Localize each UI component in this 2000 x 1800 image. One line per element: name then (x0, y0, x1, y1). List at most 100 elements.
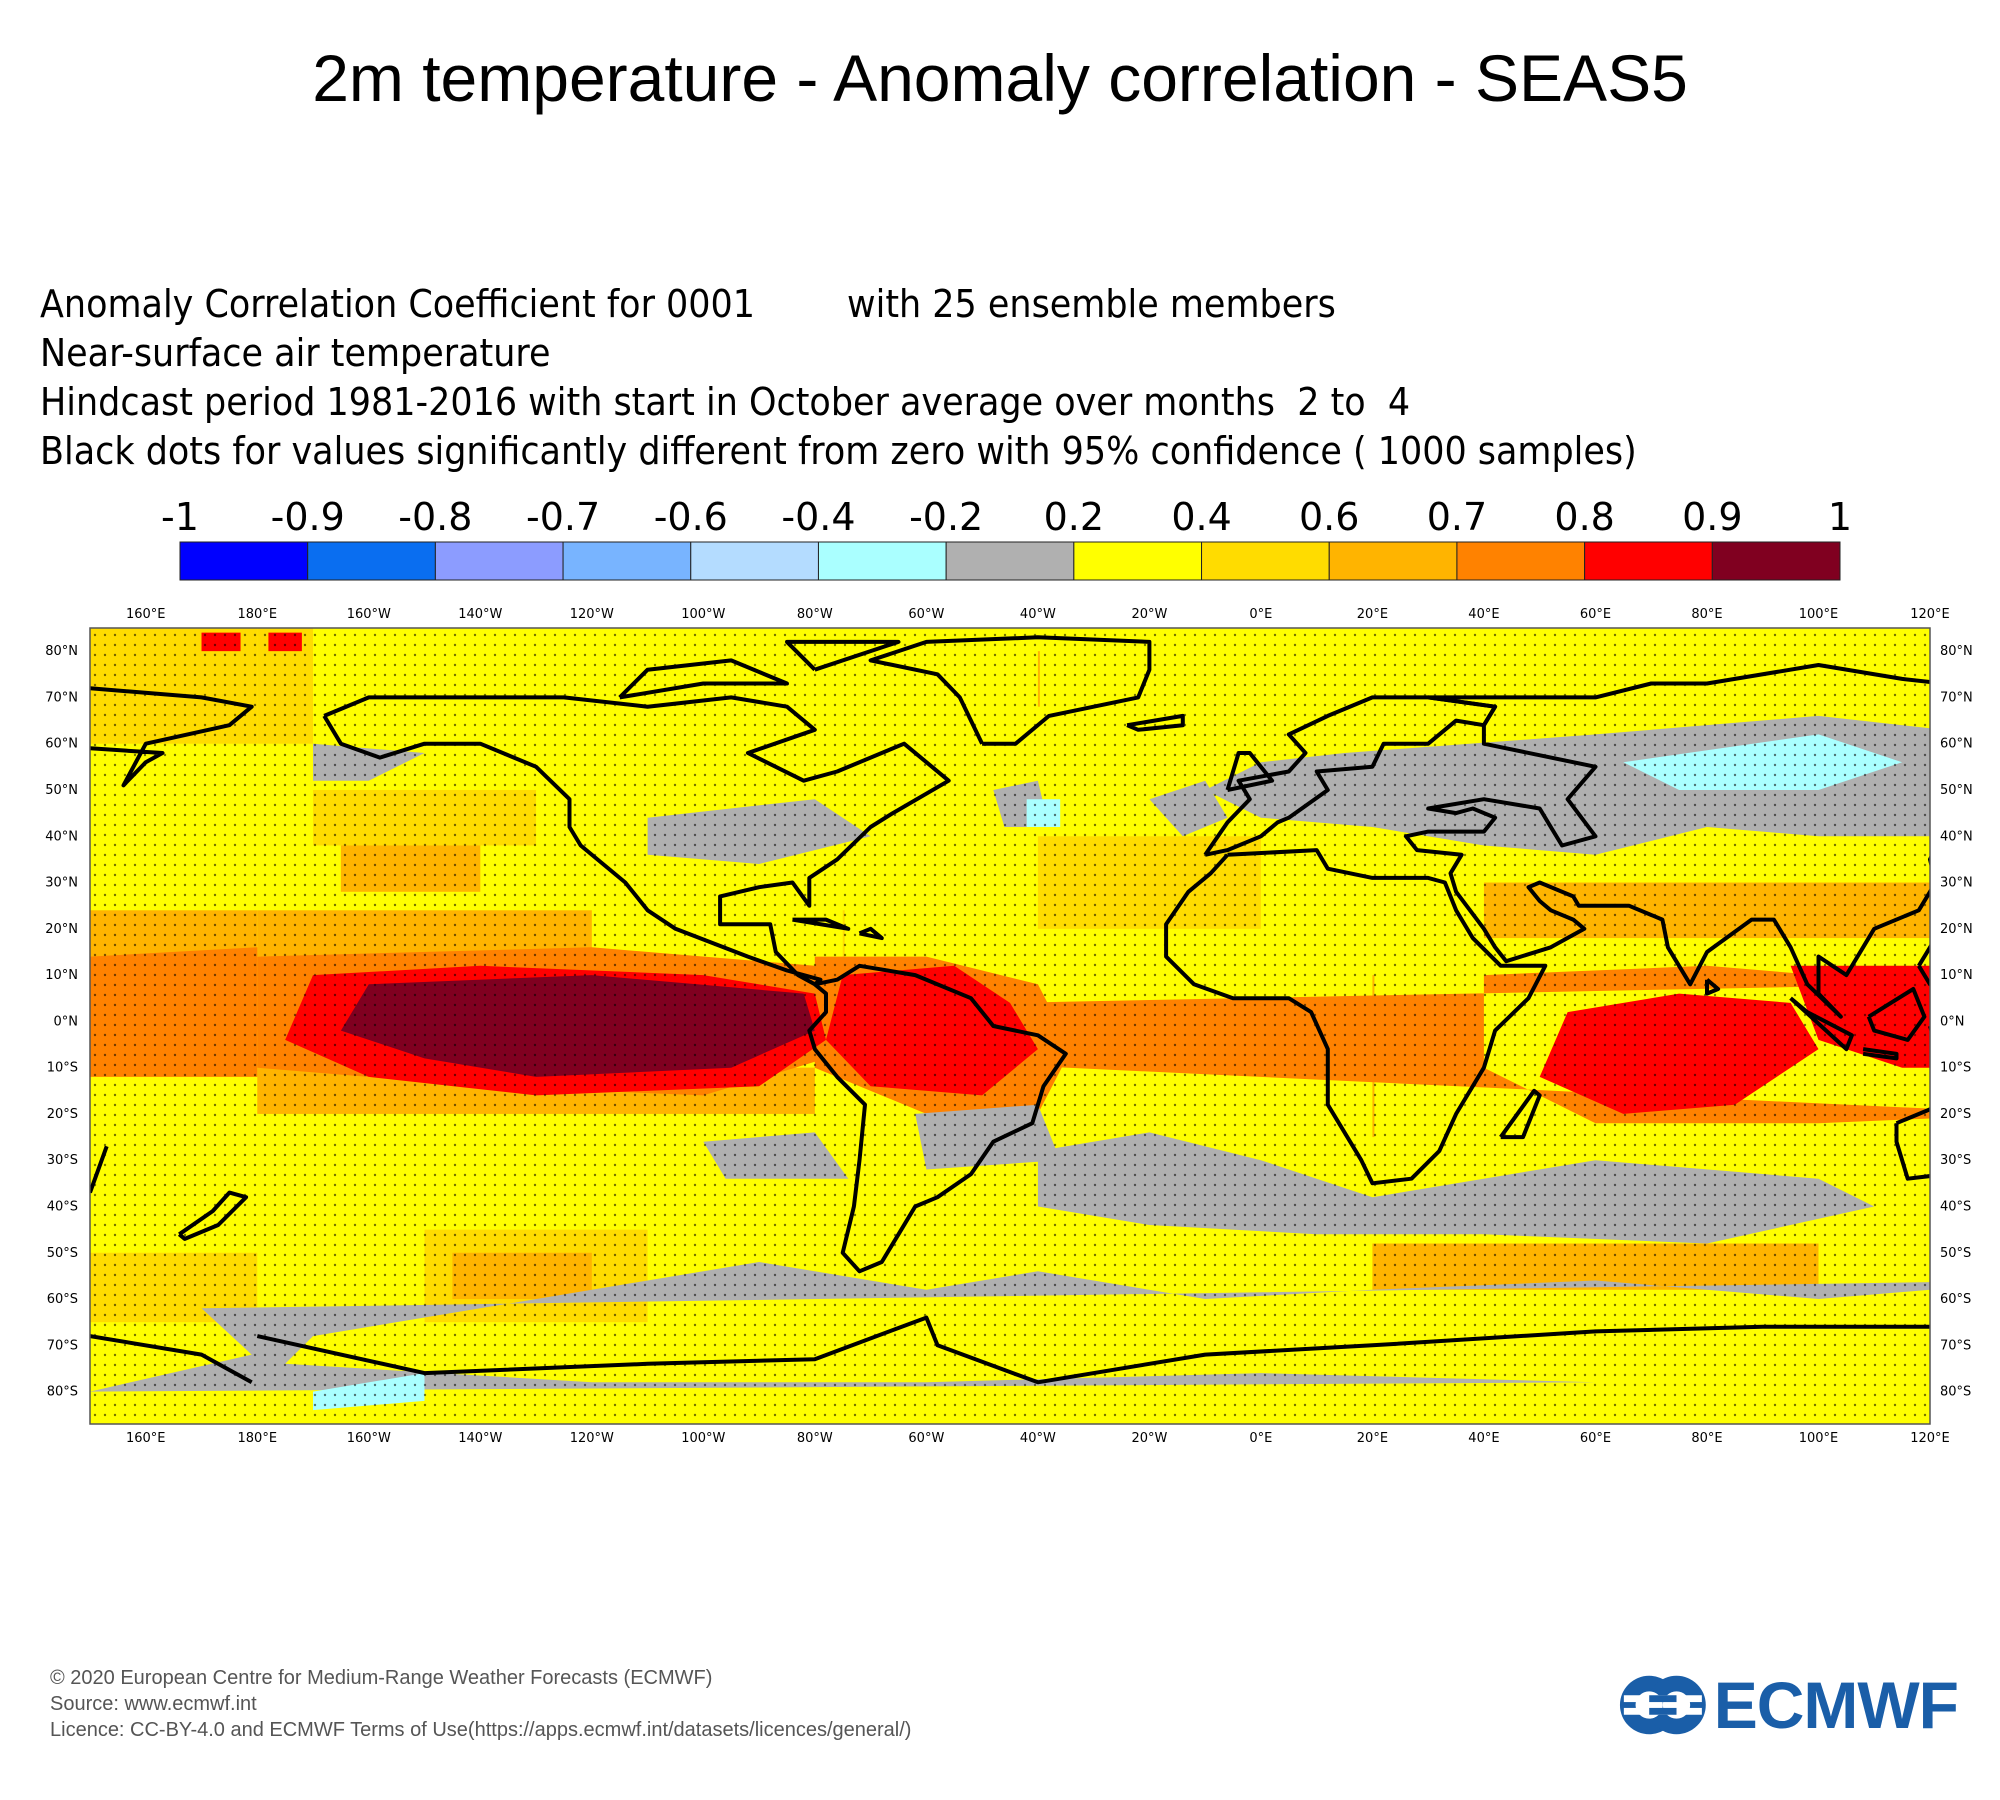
coastline (90, 1315, 1930, 1385)
colorbar-swatch (179, 541, 309, 581)
colorbar-swatch (817, 541, 947, 581)
longitude-label: 100°E (1799, 607, 1839, 622)
colorbar-tick-label: 0.9 (1682, 495, 1742, 539)
latitude-label: 70°S (47, 1338, 78, 1353)
latitude-label: 50°S (1940, 1246, 1971, 1261)
colorbar-swatch (434, 541, 564, 581)
coastline (1499, 1088, 1542, 1140)
source-text: Source: www.ecmwf.int (50, 1693, 257, 1715)
colorbar-tick-label: -0.7 (526, 495, 600, 539)
coastline (1126, 713, 1185, 732)
longitude-label: 0°E (1249, 607, 1272, 622)
latitude-label: 40°S (47, 1199, 78, 1214)
licence-text: Licence: CC-BY-4.0 and ECMWF Terms of Us… (50, 1719, 912, 1741)
longitude-label: 20°E (1357, 607, 1388, 622)
colorbar-tick-label: -0.4 (781, 495, 855, 539)
colorbar-swatch (1584, 541, 1713, 581)
description-line-4: Black dots for values significantly diff… (40, 429, 1637, 473)
longitude-label: 60°W (908, 607, 944, 622)
longitude-label: 100°W (681, 1431, 725, 1446)
latitude-label: 20°S (47, 1107, 78, 1122)
longitude-label: 40°W (1020, 607, 1056, 622)
coastline (90, 1107, 1930, 1194)
description-line-2: Near-surface air temperature (40, 331, 551, 375)
latitude-label: 80°S (1940, 1385, 1971, 1400)
latitude-label: 70°N (45, 690, 78, 705)
colorbar-tick-label: 0.8 (1554, 495, 1614, 539)
coastline (868, 635, 1152, 746)
colorbar-swatch (690, 541, 819, 581)
longitude-label: 60°E (1580, 1431, 1611, 1446)
latitude-label: 10°N (45, 968, 78, 983)
latitude-label: 60°S (47, 1292, 78, 1307)
latitude-label: 80°N (45, 644, 78, 659)
latitude-label: 30°N (45, 876, 78, 891)
coastline (618, 658, 789, 700)
latitude-label: 30°S (1940, 1153, 1971, 1168)
colorbar-swatch (1711, 541, 1841, 581)
longitude-label: 160°W (347, 607, 391, 622)
latitude-label: 10°S (1940, 1061, 1971, 1076)
colorbar-tick-label: 0.4 (1171, 495, 1231, 539)
colorbar-tick-label: 0.2 (1044, 495, 1104, 539)
colorbar-tick-label: -0.2 (909, 495, 983, 539)
colorbar-swatch (307, 541, 436, 581)
coastline (1991, 1026, 2000, 1068)
latitude-label: 20°N (1940, 922, 1973, 937)
colorbar-swatch (945, 541, 1075, 581)
longitude-label: 0°E (1249, 1431, 1272, 1446)
longitude-label: 20°W (1131, 607, 1167, 622)
colorbar-tick-label: -0.6 (654, 495, 728, 539)
latitude-label: 40°N (1940, 829, 1973, 844)
latitude-label: 60°S (1940, 1292, 1971, 1307)
longitude-label: 100°E (1799, 1431, 1839, 1446)
longitude-label: 40°E (1468, 1431, 1499, 1446)
latitude-label: 70°N (1940, 690, 1973, 705)
longitude-label: 40°W (1020, 1431, 1056, 1446)
colorbar-swatch (1073, 541, 1203, 581)
latitude-label: 50°N (45, 783, 78, 798)
correlation-map: 160°E 160°E 180°E 180°E 160°W 160°W 140°W 140°W… (45, 607, 2000, 1446)
footer-credits: © 2020 European Centre for Medium-Range … (50, 1665, 911, 1743)
significance-dots (90, 628, 1930, 1424)
colorbar-swatch (1328, 541, 1458, 581)
coastline (1164, 848, 1548, 1186)
latitude-label: 50°S (47, 1246, 78, 1261)
latitude-label: 20°N (45, 922, 78, 937)
longitude-label: 80°W (797, 607, 833, 622)
colorbar-tick-label: 1 (1828, 495, 1852, 539)
ecmwf-logo-text: ECMWF (1713, 1668, 1959, 1742)
longitude-label: 140°W (458, 1431, 502, 1446)
latitude-label: 80°S (47, 1385, 78, 1400)
colorbar-tick-label: -0.8 (398, 495, 472, 539)
longitude-label: 100°W (681, 607, 725, 622)
coastline (1862, 1047, 1899, 1061)
longitude-label: 60°E (1580, 607, 1611, 622)
longitude-label: 140°W (458, 607, 502, 622)
coastline (1866, 987, 1927, 1042)
colorbar-tick-label: -1 (161, 495, 199, 539)
page-title: 2m temperature - Anomaly correlation - S… (312, 41, 1688, 115)
copyright-text: © 2020 European Centre for Medium-Range … (50, 1667, 713, 1689)
description-line-1: Anomaly Correlation Coefficient for 0001… (40, 282, 1336, 326)
colorbar-tick-label: 0.6 (1299, 495, 1359, 539)
coastline (807, 963, 1068, 1274)
colorbar-tick-label: -0.9 (271, 495, 345, 539)
longitude-label: 80°E (1691, 607, 1722, 622)
description-ensemble-label: with 25 ensemble members (847, 282, 1336, 326)
coastline (792, 917, 851, 931)
latitude-label: 0°N (54, 1014, 79, 1029)
longitude-label: 40°E (1468, 607, 1499, 622)
coastline (858, 926, 884, 941)
longitude-label: 20°E (1357, 1431, 1388, 1446)
coastline (90, 663, 1930, 1019)
longitude-label: 80°E (1691, 1431, 1722, 1446)
description-acc-label: Anomaly Correlation Coefficient for 0001 (40, 282, 756, 326)
coastline (1917, 943, 1930, 987)
latitude-label: 60°N (45, 737, 78, 752)
latitude-label: 30°S (47, 1153, 78, 1168)
colorbar-legend: -1 -0.9 -0.8 -0.7 -0.6 -0.4 -0.2 0.2 0.4 0.6 0.7 0.… (161, 495, 1852, 581)
longitude-label: 80°W (797, 1431, 833, 1446)
latitude-label: 10°N (1940, 968, 1973, 983)
longitude-label: 120°E (1910, 1431, 1950, 1446)
